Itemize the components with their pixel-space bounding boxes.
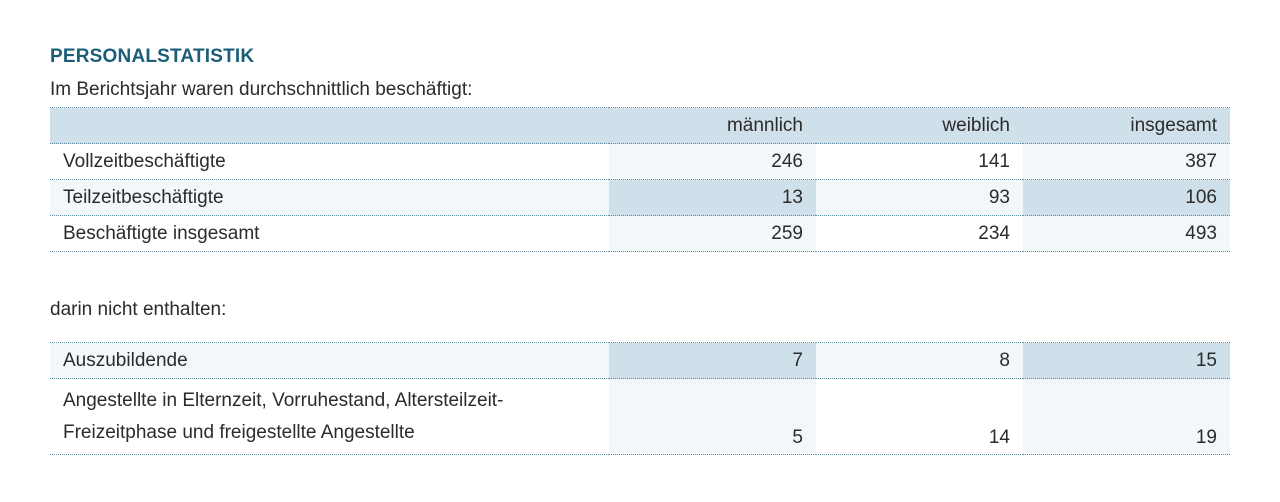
cell-weiblich: 141 bbox=[816, 143, 1023, 180]
page-title: PERSONALSTATISTIK bbox=[50, 46, 255, 67]
excluded-staff-table: Auszubildende 7 8 15 Angestellte in Elte… bbox=[50, 342, 1230, 455]
cell-maennlich: 13 bbox=[609, 179, 816, 216]
row-label: Vollzeitbeschäftigte bbox=[50, 143, 609, 180]
table-row: Beschäftigte insgesamt 259 234 493 bbox=[50, 215, 1230, 252]
header-cell-maennlich: männlich bbox=[609, 107, 816, 144]
cell-weiblich: 234 bbox=[816, 215, 1023, 252]
table-row: Vollzeitbeschäftigte 246 141 387 bbox=[50, 143, 1230, 180]
cell-weiblich: 14 bbox=[816, 378, 1023, 455]
cell-weiblich: 8 bbox=[816, 342, 1023, 379]
table-header-row: männlich weiblich insgesamt bbox=[50, 107, 1230, 144]
cell-insgesamt: 493 bbox=[1023, 215, 1230, 252]
row-label: Beschäftigte insgesamt bbox=[50, 215, 609, 252]
header-cell-weiblich: weiblich bbox=[816, 107, 1023, 144]
table-row: Angestellte in Elternzeit, Vorruhestand,… bbox=[50, 378, 1230, 455]
cell-insgesamt: 106 bbox=[1023, 179, 1230, 216]
cell-maennlich: 5 bbox=[609, 378, 816, 455]
row-label: Angestellte in Elternzeit, Vorruhestand,… bbox=[50, 378, 609, 455]
row-label: Auszubildende bbox=[50, 342, 609, 379]
row-label-line: Freizeitphase und freigestellte Angestel… bbox=[63, 421, 415, 443]
header-cell-empty bbox=[50, 107, 609, 144]
cell-insgesamt: 387 bbox=[1023, 143, 1230, 180]
cell-weiblich: 93 bbox=[816, 179, 1023, 216]
table-row: Teilzeitbeschäftigte 13 93 106 bbox=[50, 179, 1230, 216]
cell-maennlich: 259 bbox=[609, 215, 816, 252]
section-note: darin nicht enthalten: bbox=[50, 299, 227, 320]
row-label: Teilzeitbeschäftigte bbox=[50, 179, 609, 216]
cell-insgesamt: 15 bbox=[1023, 342, 1230, 379]
cell-maennlich: 7 bbox=[609, 342, 816, 379]
cell-maennlich: 246 bbox=[609, 143, 816, 180]
cell-insgesamt: 19 bbox=[1023, 378, 1230, 455]
table-row: Auszubildende 7 8 15 bbox=[50, 342, 1230, 379]
row-label-line: Angestellte in Elternzeit, Vorruhestand,… bbox=[63, 389, 504, 411]
header-cell-insgesamt: insgesamt bbox=[1023, 107, 1230, 144]
staff-statistics-table: männlich weiblich insgesamt Vollzeitbesc… bbox=[50, 107, 1230, 252]
table-caption: Im Berichtsjahr waren durchschnittlich b… bbox=[50, 79, 473, 100]
